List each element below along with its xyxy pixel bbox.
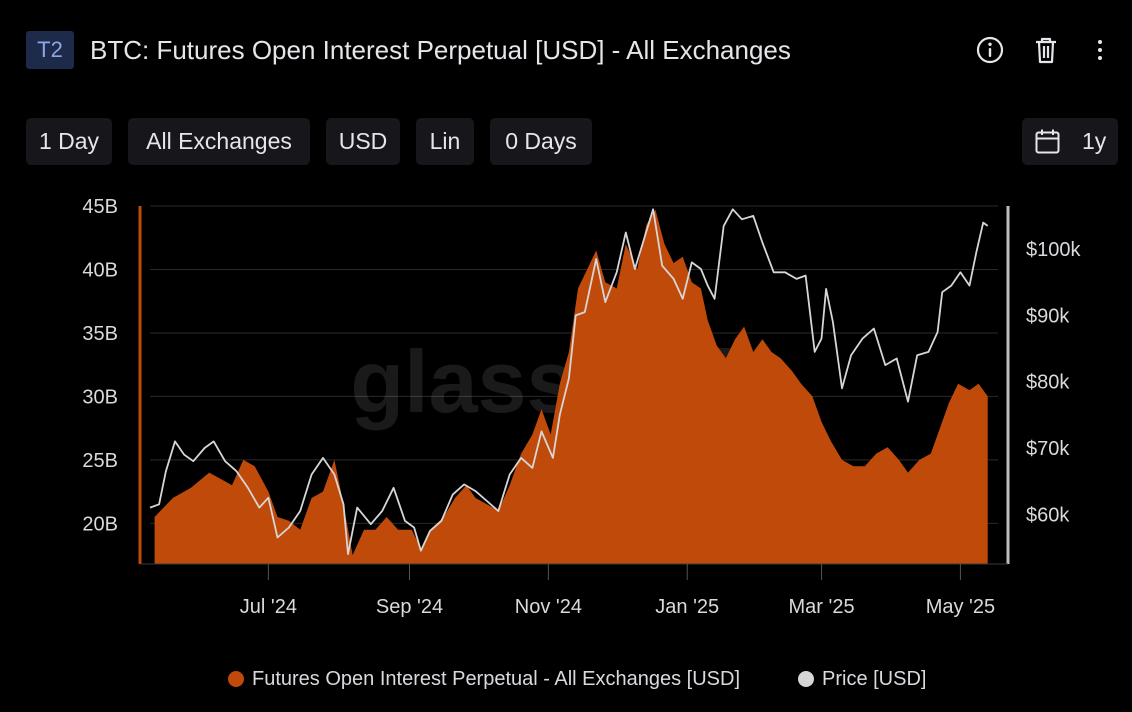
- y-right-tick-label: $90k: [1026, 305, 1070, 327]
- y-right-tick-label: $70k: [1026, 438, 1070, 460]
- axes: 20B 25B 30B 35B 40B 45B $60k $70k $80k $90k $100k J…: [82, 196, 1081, 618]
- chart-toolbar: 1 Day All Exchanges USD Lin 0 Days 1y: [26, 118, 1118, 165]
- y-left-tick-label: 35B: [82, 323, 118, 345]
- legend-swatch-open-interest: [228, 671, 244, 687]
- y-left-tick-label: 20B: [82, 513, 118, 535]
- chart-header: T2 BTC: Futures Open Interest Perpetual …: [26, 30, 1116, 70]
- y-right-tick-label: $60k: [1026, 504, 1070, 526]
- x-tick-label: Jul '24: [240, 596, 297, 618]
- more-vertical-icon[interactable]: [1084, 34, 1116, 66]
- y-left-tick-label: 40B: [82, 259, 118, 281]
- x-tick-label: Jan '25: [655, 596, 719, 618]
- y-left-tick-label: 45B: [82, 196, 118, 218]
- x-tick-label: Mar '25: [789, 596, 855, 618]
- currency-selector[interactable]: USD: [326, 118, 400, 165]
- y-left-tick-label: 30B: [82, 386, 118, 408]
- tier-badge: T2: [26, 31, 74, 69]
- y-left-tick-label: 25B: [82, 450, 118, 472]
- open-interest-area: [154, 209, 988, 565]
- moving-average-selector[interactable]: 0 Days: [490, 118, 592, 165]
- info-icon[interactable]: [974, 34, 1006, 66]
- chart-legend: Futures Open Interest Perpetual - All Ex…: [0, 664, 1132, 694]
- trash-icon[interactable]: [1030, 34, 1062, 66]
- exchange-selector[interactable]: All Exchanges: [128, 118, 310, 165]
- legend-swatch-price: [798, 671, 814, 687]
- scale-selector[interactable]: Lin: [416, 118, 474, 165]
- legend-label-open-interest: Futures Open Interest Perpetual - All Ex…: [252, 668, 741, 690]
- x-tick-label: May '25: [926, 596, 995, 618]
- legend-item-price[interactable]: Price [USD]: [798, 664, 926, 694]
- chart-title: BTC: Futures Open Interest Perpetual [US…: [90, 35, 791, 65]
- date-range-selector[interactable]: 1y: [1022, 118, 1118, 165]
- y-right-tick-label: $80k: [1026, 372, 1070, 394]
- series-layer: [149, 208, 989, 565]
- resolution-selector[interactable]: 1 Day: [26, 118, 112, 165]
- price-line: [149, 208, 989, 555]
- x-tick-label: Nov '24: [515, 596, 582, 618]
- legend-label-price: Price [USD]: [822, 668, 927, 690]
- calendar-icon: [1035, 129, 1060, 154]
- legend-item-open-interest[interactable]: Futures Open Interest Perpetual - All Ex…: [228, 664, 740, 694]
- y-right-tick-label: $100k: [1026, 239, 1081, 261]
- x-tick-label: Sep '24: [376, 596, 443, 618]
- date-range-label: 1y: [1082, 128, 1107, 154]
